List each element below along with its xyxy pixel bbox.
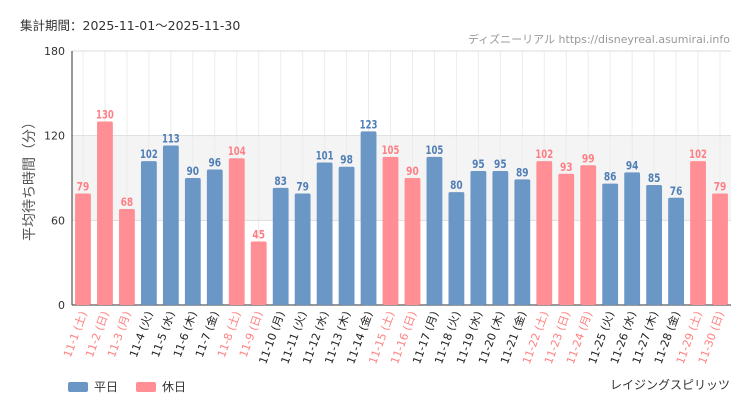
- y-axis-title: 平均待ち時間（分）: [22, 115, 38, 241]
- bar: [536, 161, 553, 305]
- bar: [338, 166, 355, 305]
- legend-swatch-holiday: [136, 381, 157, 392]
- bar: [580, 165, 597, 305]
- site-credit: ディズニーリアル https://disneyreal.asumirai.inf…: [467, 33, 730, 46]
- bar-value-label: 113: [162, 132, 180, 146]
- bar: [250, 241, 267, 305]
- y-tick-label: 180: [44, 45, 65, 58]
- bar-value-label: 76: [670, 184, 683, 198]
- legend-label-holiday: 休日: [162, 380, 187, 394]
- bar: [514, 179, 531, 305]
- bar-value-label: 80: [450, 178, 463, 192]
- y-tick-label: 0: [58, 299, 65, 312]
- bar-value-label: 86: [604, 170, 617, 184]
- bar-value-label: 94: [626, 158, 639, 172]
- legend-item-holiday[interactable]: 休日: [136, 378, 186, 395]
- bar-value-label: 130: [96, 108, 114, 122]
- bar: [690, 161, 706, 305]
- bar-value-label: 102: [689, 147, 707, 161]
- bar: [206, 169, 223, 305]
- bar: [624, 172, 641, 305]
- bar: [228, 158, 245, 305]
- bar: [119, 209, 135, 305]
- bar: [294, 193, 311, 305]
- bar-value-label: 123: [360, 117, 378, 131]
- bar: [602, 183, 619, 305]
- bar: [316, 162, 333, 305]
- bar: [382, 156, 399, 305]
- bar: [75, 193, 91, 305]
- bar-value-label: 79: [714, 180, 727, 194]
- bar-value-label: 79: [77, 180, 90, 194]
- bar-value-label: 45: [252, 228, 265, 242]
- bar-value-label: 68: [121, 195, 134, 209]
- bar: [404, 178, 421, 305]
- bar: [470, 170, 487, 305]
- bar: [97, 121, 113, 305]
- bar-value-label: 101: [316, 148, 334, 162]
- bar-value-label: 90: [187, 164, 200, 178]
- bar-value-label: 98: [340, 153, 353, 167]
- bar-value-label: 96: [208, 156, 221, 170]
- bar-value-label: 93: [560, 160, 573, 174]
- bar-value-label: 79: [296, 180, 309, 194]
- attraction-name: レイジングスピリッツ: [609, 378, 730, 392]
- y-tick-label: 120: [44, 130, 65, 143]
- plot-band: [72, 135, 731, 221]
- bar-value-label: 95: [472, 157, 485, 171]
- bar: [558, 173, 575, 305]
- legend-item-weekday[interactable]: 平日: [68, 378, 118, 395]
- bar: [668, 197, 684, 305]
- bar: [140, 161, 157, 305]
- bar: [426, 156, 443, 305]
- bar-value-label: 105: [426, 143, 444, 157]
- bar: [492, 170, 509, 305]
- bar: [360, 131, 377, 305]
- bar: [712, 193, 728, 305]
- bar: [162, 145, 179, 305]
- legend-label-weekday: 平日: [94, 380, 119, 394]
- bar-value-label: 105: [382, 143, 400, 157]
- legend: 平日 休日: [68, 378, 186, 395]
- bar-value-label: 85: [648, 171, 661, 185]
- bar-value-label: 83: [274, 174, 287, 188]
- bar-value-label: 95: [494, 157, 507, 171]
- bar-value-label: 90: [406, 164, 419, 178]
- bar: [448, 192, 465, 305]
- bar-value-label: 99: [582, 151, 595, 165]
- period-label: 集計期間：2025-11-01〜2025-11-30: [20, 18, 241, 33]
- y-tick-label: 60: [51, 214, 65, 227]
- bar: [272, 187, 289, 305]
- bar-value-label: 102: [140, 147, 158, 161]
- bar-value-label: 104: [228, 144, 246, 158]
- bar: [646, 185, 663, 305]
- bar: [184, 178, 201, 305]
- bar-value-label: 89: [516, 165, 529, 179]
- bar-value-label: 102: [535, 147, 553, 161]
- legend-swatch-weekday: [68, 381, 88, 392]
